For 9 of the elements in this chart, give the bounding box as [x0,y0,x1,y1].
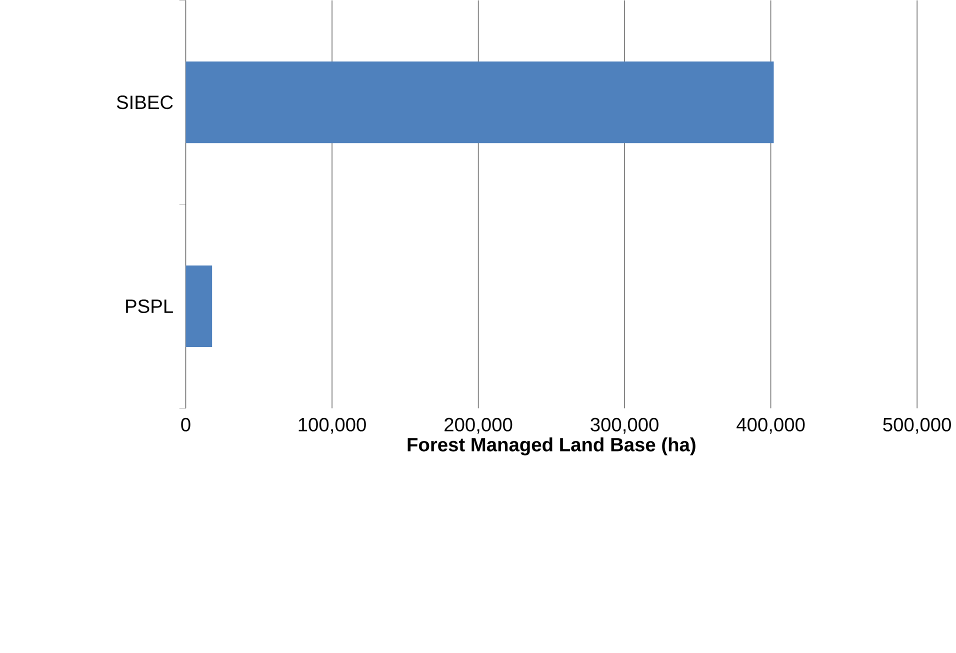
y-tick-label: SIBEC [116,96,173,110]
x-tick-label: 200,000 [444,418,512,434]
x-axis-title: Forest Managed Land Base (ha) [408,437,696,456]
x-tick-label: 300,000 [590,418,658,434]
y-tick-label: PSPL [126,300,173,314]
x-tick-label: 400,000 [736,418,805,434]
x-tick-label: 500,000 [883,418,951,434]
x-tick-label: 0 [181,418,190,432]
x-tick-label: 100,000 [298,418,366,434]
